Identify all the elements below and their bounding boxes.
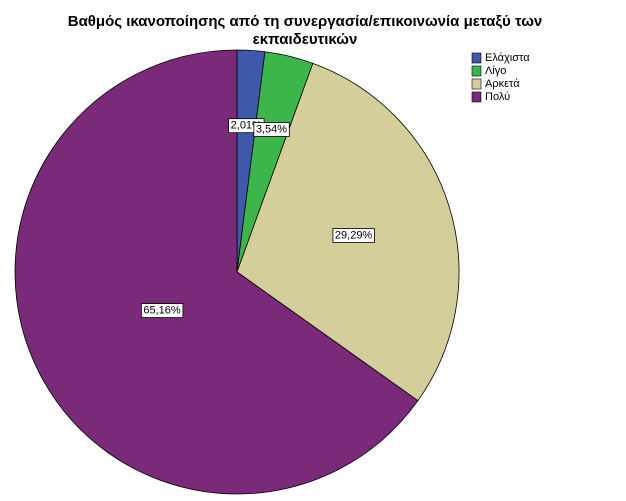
legend-swatch (471, 52, 482, 64)
pie-slice (14, 49, 419, 495)
legend-label: Πολύ (485, 91, 510, 103)
legend-swatch (471, 78, 482, 90)
value-label: 65,16% (143, 305, 181, 317)
legend-label: Λίγο (485, 65, 506, 77)
value-label: 3,54% (256, 123, 287, 135)
chart-title: εκπαιδευτικών (253, 31, 358, 48)
legend-label: Ελάχιστα (485, 52, 530, 64)
value-label: 29,29% (335, 230, 373, 242)
chart-title: Βαθμός ικανοποίησης από τη συνεργασία/επ… (68, 13, 542, 30)
legend-swatch (471, 65, 482, 77)
legend-label: Αρκετά (485, 78, 520, 90)
value-label-box (332, 228, 375, 244)
value-label-box (140, 303, 184, 318)
value-label-box (253, 122, 290, 137)
legend-swatch (471, 91, 482, 103)
